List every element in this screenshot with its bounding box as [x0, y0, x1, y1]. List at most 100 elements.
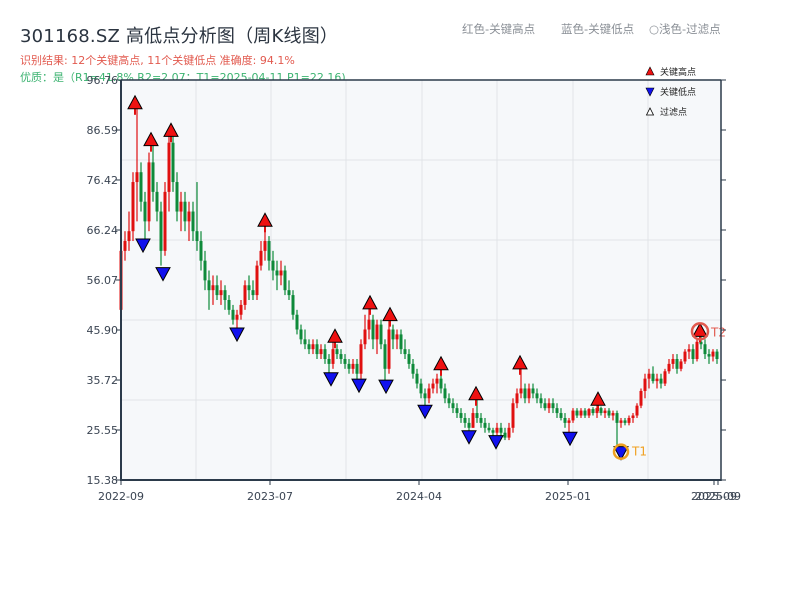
y-tick-label: 96.76	[87, 74, 119, 87]
candle-up	[363, 329, 367, 345]
candle-up	[263, 241, 267, 251]
candle-down	[271, 260, 275, 271]
key-high-marker	[433, 355, 449, 371]
candle-down	[199, 241, 203, 261]
candle-down	[487, 427, 491, 431]
candle-up	[367, 319, 371, 330]
key-high-marker	[127, 94, 143, 110]
candle-down	[227, 300, 231, 310]
y-tick-label: 25.55	[87, 424, 119, 437]
candle-up	[187, 211, 191, 222]
candle-up	[519, 388, 523, 394]
candle-up	[147, 162, 151, 222]
candle-down	[615, 413, 619, 423]
x-tick-label: 2025-09	[691, 490, 737, 503]
key-high-marker	[163, 122, 179, 137]
candle-up	[567, 420, 571, 423]
candle-up	[667, 363, 671, 372]
candle-down	[415, 373, 419, 384]
candle-down	[295, 314, 299, 330]
candle-up	[431, 383, 435, 389]
key-low-marker	[461, 430, 477, 445]
candle-down	[475, 413, 479, 418]
candle-up	[123, 241, 127, 251]
candle-up	[279, 270, 283, 276]
key-high-marker	[257, 212, 273, 227]
candle-down	[575, 410, 579, 416]
candle-up	[611, 413, 615, 416]
candle-down	[339, 354, 343, 359]
candle-down	[315, 344, 319, 355]
candle-up	[435, 378, 439, 384]
candle-down	[463, 417, 467, 423]
y-tick-label: 15.38	[87, 474, 119, 487]
candle-down	[479, 417, 483, 423]
candle-up	[679, 361, 683, 369]
candle-down	[287, 290, 291, 296]
chart-title: 301168.SZ 高低点分析图（周K线图）	[20, 26, 339, 47]
candle-up	[687, 349, 691, 352]
candle-up	[259, 250, 263, 266]
candle-down	[267, 241, 271, 261]
candle-down	[371, 319, 375, 340]
candle-up	[235, 314, 239, 320]
candle-down	[347, 363, 351, 369]
candle-down	[159, 211, 163, 251]
candle-down	[299, 329, 303, 340]
key-low-marker	[155, 267, 171, 282]
candle-up	[603, 410, 607, 414]
candle-up	[131, 182, 135, 232]
candle-down	[543, 403, 547, 409]
key-low-marker	[323, 372, 339, 387]
candle-up	[311, 344, 315, 350]
candle-up	[167, 142, 171, 192]
candle-down	[323, 349, 327, 359]
candle-up	[359, 344, 363, 374]
key-point-markers: T2 T1	[127, 94, 726, 461]
candle-down	[283, 270, 287, 291]
candle-down	[335, 349, 339, 355]
x-tick-label: 2025-09	[695, 490, 741, 503]
candle-down	[675, 358, 679, 369]
candle-down	[183, 201, 187, 222]
candle-down	[443, 388, 447, 399]
candle-down	[659, 378, 663, 384]
legend-high-icon	[645, 66, 655, 76]
candle-down	[707, 354, 711, 357]
candle-down	[551, 403, 555, 409]
x-tick-label: 2023-07	[247, 490, 293, 503]
candle-up	[135, 172, 139, 183]
candle-down	[591, 409, 595, 414]
candle-up	[255, 265, 259, 296]
t1-label: T1	[631, 445, 647, 459]
candle-down	[523, 388, 527, 399]
candle-up	[211, 285, 215, 291]
candle-down	[407, 354, 411, 364]
candle-up	[579, 410, 583, 416]
legend-low-icon	[645, 87, 655, 97]
key-high-marker	[468, 385, 484, 401]
candle-down	[223, 290, 227, 301]
candle-up	[639, 390, 643, 406]
key-low-marker	[135, 238, 151, 254]
candle-down	[379, 324, 383, 345]
candle-up	[387, 329, 391, 369]
key-high-marker	[327, 328, 343, 343]
candle-down	[171, 142, 175, 183]
key-low-marker	[488, 435, 504, 450]
candle-up	[179, 201, 183, 212]
candle-down	[215, 285, 219, 296]
candle-up	[663, 371, 667, 384]
candle-down	[491, 430, 495, 433]
candle-down	[447, 398, 451, 404]
candle-down	[419, 383, 423, 394]
candle-up	[619, 420, 623, 423]
key-low-marker	[229, 327, 245, 343]
candle-up	[331, 349, 335, 364]
candle-down	[459, 413, 463, 418]
y-axis-ticks: 15.38 25.55 35.72 45.90 56.07 66.24 76.42 86.59…	[87, 74, 726, 487]
candle-down	[247, 285, 251, 291]
key-high-marker	[590, 391, 606, 406]
